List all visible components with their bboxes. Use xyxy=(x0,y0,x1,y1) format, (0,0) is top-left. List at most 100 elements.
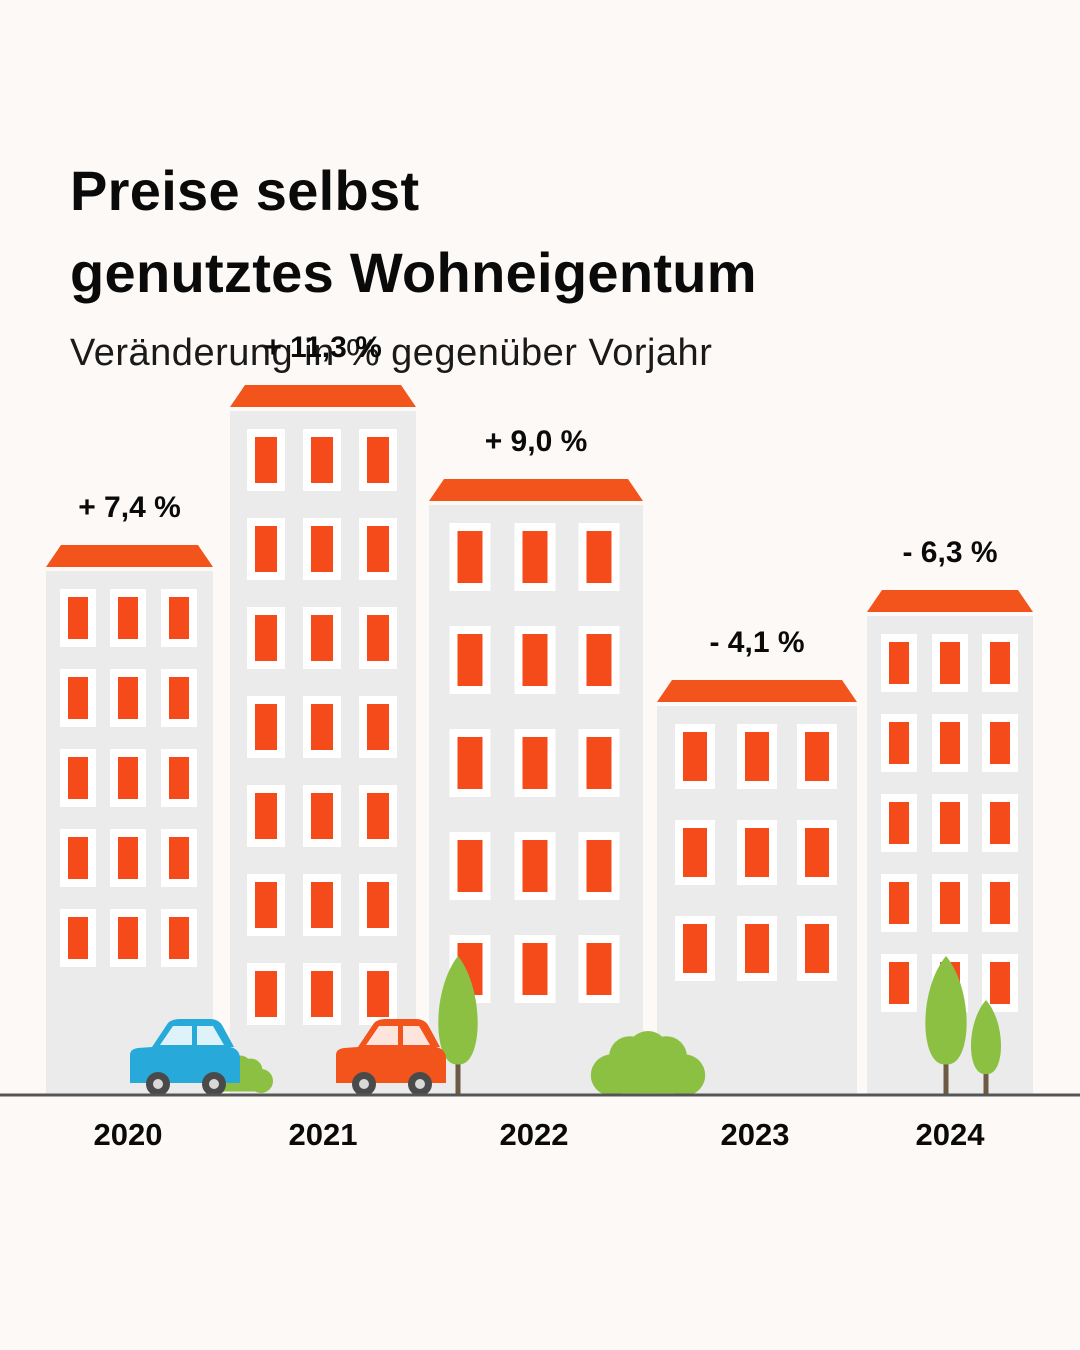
value-label: - 4,1 % xyxy=(709,626,804,659)
window xyxy=(255,971,277,1017)
tree-icon xyxy=(438,956,478,1095)
window xyxy=(586,840,612,892)
red-car-icon xyxy=(336,1019,446,1096)
window xyxy=(311,704,333,750)
buildings-layer xyxy=(46,385,1033,1095)
window xyxy=(990,722,1010,764)
title-line-2: genutztes Wohneigentum xyxy=(70,241,757,304)
window xyxy=(889,642,909,684)
window xyxy=(745,924,769,973)
window xyxy=(457,634,483,686)
window xyxy=(990,962,1010,1004)
value-label: + 7,4 % xyxy=(78,491,181,524)
window xyxy=(683,924,707,973)
window xyxy=(68,677,88,719)
category-label: 2023 xyxy=(721,1117,790,1152)
window xyxy=(68,597,88,639)
window xyxy=(311,882,333,928)
window xyxy=(68,757,88,799)
window xyxy=(169,917,189,959)
window xyxy=(990,882,1010,924)
window xyxy=(68,917,88,959)
window xyxy=(889,722,909,764)
blue-car-icon xyxy=(130,1019,240,1096)
window xyxy=(255,793,277,839)
window xyxy=(118,917,138,959)
category-label: 2024 xyxy=(916,1117,986,1152)
window xyxy=(255,704,277,750)
window xyxy=(118,757,138,799)
window xyxy=(367,882,389,928)
labels-layer: + 7,4 % 2020 + 11,3 % 2021 + 9,0 % 2022 - 4,1 … xyxy=(78,331,997,1152)
value-label: + 11,3 % xyxy=(264,331,382,364)
building-bar xyxy=(429,479,643,1095)
tree-icon xyxy=(970,1000,1002,1095)
window xyxy=(255,526,277,572)
category-label: 2021 xyxy=(289,1117,358,1152)
window xyxy=(118,677,138,719)
window xyxy=(367,704,389,750)
window xyxy=(805,924,829,973)
window xyxy=(118,837,138,879)
window xyxy=(586,943,612,995)
window xyxy=(522,840,548,892)
window xyxy=(745,732,769,781)
building-bar xyxy=(46,545,213,1095)
category-label: 2020 xyxy=(94,1117,163,1152)
bush-icon xyxy=(590,1031,706,1096)
title-line-1: Preise selbst xyxy=(70,159,420,222)
window xyxy=(367,793,389,839)
tree-icon xyxy=(925,956,967,1095)
window xyxy=(367,615,389,661)
window xyxy=(311,615,333,661)
window xyxy=(255,882,277,928)
window xyxy=(586,531,612,583)
chart-subtitle: Veränderung in % gegenüber Vorjahr xyxy=(70,332,713,374)
window xyxy=(311,526,333,572)
street-decoration xyxy=(0,956,1080,1097)
window xyxy=(889,882,909,924)
window xyxy=(255,437,277,483)
window xyxy=(683,828,707,877)
chart-title: Preise selbst genutztes Wohneigentum xyxy=(70,150,757,314)
window xyxy=(457,737,483,789)
value-label: - 6,3 % xyxy=(902,536,997,569)
category-label: 2022 xyxy=(500,1117,569,1152)
building-roof xyxy=(46,545,213,567)
window xyxy=(745,828,769,877)
window xyxy=(522,634,548,686)
window xyxy=(805,732,829,781)
window xyxy=(889,802,909,844)
window xyxy=(990,802,1010,844)
window xyxy=(990,642,1010,684)
window xyxy=(367,971,389,1017)
building-roof xyxy=(429,479,643,501)
window xyxy=(311,437,333,483)
window xyxy=(940,642,960,684)
window xyxy=(457,531,483,583)
window xyxy=(940,802,960,844)
window xyxy=(311,793,333,839)
window xyxy=(169,597,189,639)
window xyxy=(889,962,909,1004)
building-bar xyxy=(230,385,416,1095)
window xyxy=(68,837,88,879)
value-label: + 9,0 % xyxy=(485,425,588,458)
window xyxy=(586,737,612,789)
window xyxy=(940,722,960,764)
building-bar xyxy=(657,680,857,1095)
window xyxy=(367,526,389,572)
window xyxy=(118,597,138,639)
window xyxy=(522,943,548,995)
window xyxy=(169,757,189,799)
window xyxy=(586,634,612,686)
building-roof xyxy=(230,385,416,407)
window xyxy=(457,840,483,892)
window xyxy=(522,531,548,583)
window xyxy=(522,737,548,789)
window xyxy=(169,837,189,879)
building-roof xyxy=(657,680,857,702)
window xyxy=(683,732,707,781)
window xyxy=(255,615,277,661)
